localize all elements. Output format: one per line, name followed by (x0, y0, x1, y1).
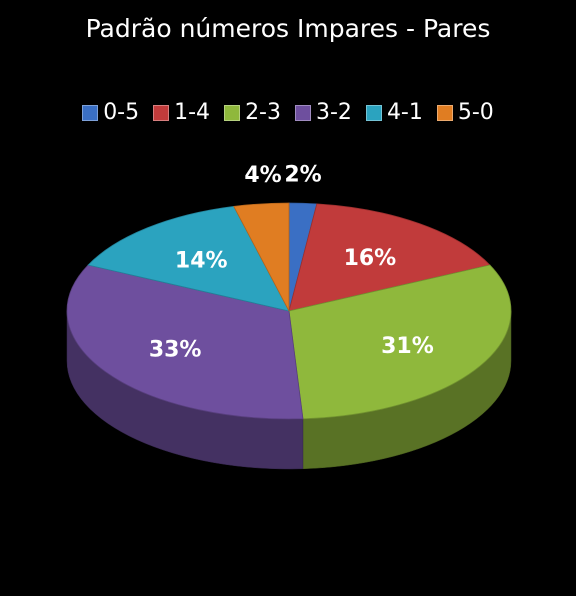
legend-label: 0-5 (103, 100, 140, 125)
data-labels: 2% 16% 31% 33% 14% 4% (149, 162, 434, 362)
legend: 0-5 1-4 2-3 3-2 4-1 5-0 (0, 100, 576, 125)
legend-swatch (82, 104, 99, 121)
pie-slice-3-2 (66, 264, 304, 420)
data-label-3-2: 33% (149, 338, 202, 363)
legend-swatch (436, 104, 453, 121)
legend-label: 2-3 (245, 100, 281, 125)
legend-label: 3-2 (316, 100, 352, 125)
pie-slice-1-4 (288, 203, 491, 312)
pie-top (66, 202, 512, 420)
chart-title: Padrão números Impares - Pares (85, 14, 491, 43)
data-label-4-1: 14% (175, 248, 228, 273)
data-label-0-5: 2% (284, 162, 321, 187)
data-label-1-4: 16% (344, 246, 397, 271)
legend-item: 4-1 (365, 100, 423, 125)
legend-swatch (295, 104, 311, 121)
legend-item: 0-5 (82, 100, 139, 125)
legend-item: 3-2 (295, 100, 352, 125)
legend-item: 2-3 (224, 100, 281, 125)
legend-swatch (153, 104, 170, 121)
data-label-2-3: 31% (381, 334, 434, 359)
legend-label: 1-4 (174, 100, 211, 125)
pie-slice-4-1 (87, 205, 290, 312)
legend-swatch (365, 104, 382, 121)
pie-slice-5-0 (233, 202, 290, 312)
legend-label: 4-1 (386, 100, 423, 125)
legend-swatch (224, 104, 241, 121)
data-label-5-0: 4% (244, 163, 281, 188)
legend-item: 5-0 (436, 100, 494, 125)
pie-slice-2-3 (288, 264, 512, 420)
legend-label: 5-0 (457, 100, 494, 125)
legend-item: 1-4 (153, 100, 210, 125)
